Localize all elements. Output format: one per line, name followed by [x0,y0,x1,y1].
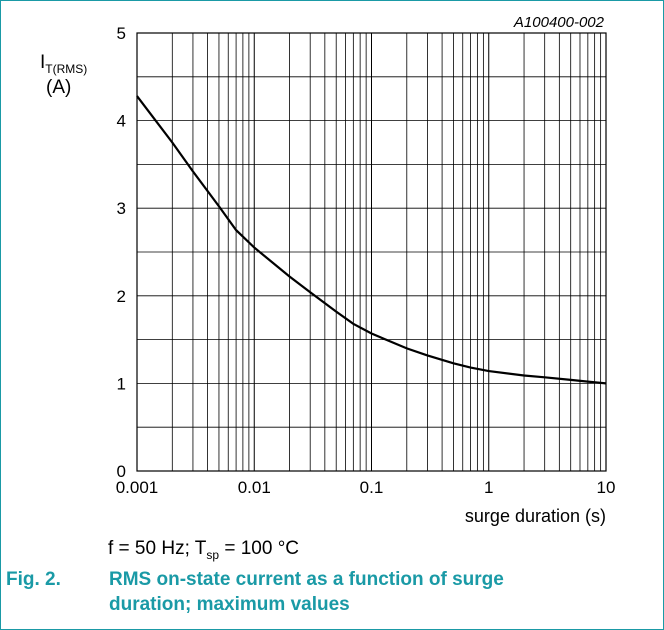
condition-subscript: sp [206,547,220,562]
y-tick-label: 2 [117,287,126,306]
y-axis-symbol: I [40,52,45,73]
x-tick-label: 1 [484,478,493,497]
plot-area [136,32,607,472]
x-tick-labels: 0.001 0.01 0.1 1 10 [116,478,616,497]
chart: 0 1 2 3 4 5 0.001 0.01 0.1 1 10 A100400-002 IT(RM… [40,14,616,526]
y-tick-label: 1 [117,374,126,393]
x-tick-label: 0.001 [116,478,159,497]
y-tick-label: 5 [117,24,126,43]
condition-suffix: = 100 °C [219,538,300,559]
condition-prefix: f = 50 Hz; T [108,538,207,559]
y-axis-unit: (A) [46,77,71,98]
y-tick-label: 0 [117,462,126,481]
x-tick-label: 0.1 [360,478,384,497]
y-axis-subscript: T(RMS) [45,62,87,76]
x-tick-label: 10 [597,478,616,497]
test-condition: f = 50 Hz; Tsp = 100 °C [108,538,299,562]
x-tick-label: 0.01 [238,478,271,497]
y-tick-labels: 0 1 2 3 4 5 [117,24,126,481]
grid [137,32,606,472]
y-tick-label: 3 [117,199,126,218]
figure-code: A100400-002 [513,14,605,31]
figure-number: Fig. 2. [6,569,61,590]
figure-title: RMS on-state current as a function of su… [109,569,504,615]
series-line [136,95,607,385]
x-axis-label: surge duration (s) [465,506,606,526]
y-tick-label: 4 [117,112,126,131]
y-axis-label: IT(RMS) [40,52,87,76]
